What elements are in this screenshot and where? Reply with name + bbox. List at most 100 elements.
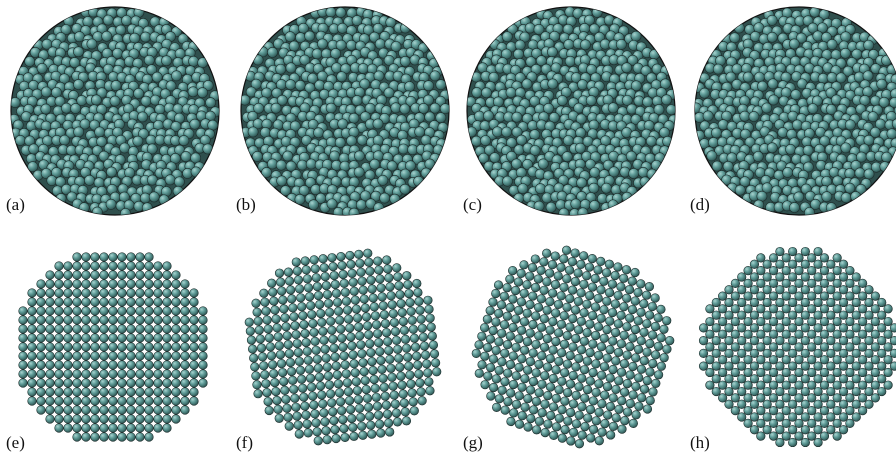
sphere	[390, 326, 401, 337]
sphere	[373, 256, 383, 266]
sphere	[331, 288, 342, 299]
sphere	[189, 297, 199, 307]
sphere	[386, 363, 396, 373]
sphere	[802, 161, 814, 173]
sphere	[319, 335, 329, 345]
sphere	[284, 348, 295, 359]
sphere	[261, 167, 272, 178]
sphere	[858, 329, 868, 339]
sphere	[775, 425, 785, 435]
sphere	[262, 388, 272, 398]
sphere	[628, 418, 638, 428]
sphere	[72, 396, 82, 406]
sphere	[800, 246, 810, 257]
sphere	[99, 270, 109, 280]
sphere	[813, 297, 823, 308]
sphere	[380, 391, 390, 401]
sphere	[639, 299, 649, 309]
sphere	[517, 325, 527, 335]
sphere	[293, 347, 303, 358]
sphere	[27, 369, 37, 379]
sphere	[749, 425, 760, 435]
sphere	[18, 315, 28, 325]
sphere	[304, 30, 316, 42]
sphere	[117, 378, 127, 388]
sphere	[480, 135, 491, 146]
sphere	[144, 315, 154, 325]
sphere	[781, 329, 791, 339]
sphere	[27, 396, 37, 406]
sphere	[537, 158, 549, 170]
sphere	[616, 310, 626, 320]
sphere	[117, 306, 127, 316]
sphere	[531, 311, 541, 321]
sphere	[582, 328, 592, 338]
sphere	[502, 283, 512, 293]
sphere	[497, 357, 507, 367]
sphere	[27, 161, 39, 173]
sphere	[426, 322, 436, 332]
sphere	[501, 126, 513, 138]
sphere	[313, 436, 323, 446]
sphere	[295, 365, 306, 375]
sphere	[171, 369, 181, 379]
sphere	[826, 323, 836, 333]
sphere	[397, 380, 407, 390]
sphere	[870, 316, 880, 327]
sphere	[548, 345, 558, 355]
sphere	[788, 246, 798, 257]
sphere	[756, 393, 766, 403]
sphere	[611, 356, 621, 366]
sphere	[516, 297, 527, 307]
sphere	[338, 414, 348, 425]
sphere	[328, 261, 338, 272]
sphere	[474, 368, 484, 378]
sphere	[81, 432, 91, 442]
sphere	[520, 345, 530, 355]
sphere	[72, 387, 82, 397]
sphere	[81, 252, 91, 262]
sphere	[807, 266, 817, 276]
sphere	[418, 332, 428, 342]
sphere	[326, 389, 336, 399]
sphere	[621, 62, 633, 74]
sphere	[299, 54, 311, 66]
sphere	[331, 361, 341, 371]
panel-label-a: (a)	[6, 195, 25, 214]
sphere	[162, 279, 172, 289]
sphere	[180, 351, 190, 361]
sphere	[536, 322, 547, 332]
sphere	[858, 367, 868, 378]
sphere	[81, 315, 91, 325]
sphere	[775, 437, 785, 448]
sphere	[45, 333, 55, 343]
sphere	[171, 270, 181, 280]
sphere	[570, 305, 581, 315]
sphere	[788, 336, 798, 346]
sphere	[590, 302, 601, 312]
sphere	[587, 254, 597, 264]
sphere	[599, 305, 609, 315]
sphere	[82, 16, 94, 27]
sphere	[890, 73, 896, 85]
sphere	[525, 356, 536, 367]
sphere	[45, 387, 55, 397]
sphere	[711, 160, 723, 172]
sphere	[251, 151, 263, 162]
sphere	[117, 324, 127, 334]
sphere	[781, 406, 791, 416]
sphere	[826, 336, 836, 346]
sphere	[891, 118, 896, 130]
sphere	[72, 315, 82, 325]
sphere	[768, 291, 779, 301]
sphere	[302, 419, 312, 429]
sphere	[813, 399, 823, 409]
sphere	[620, 416, 630, 426]
sphere	[743, 406, 753, 416]
sphere	[289, 384, 299, 394]
sphere	[336, 251, 346, 262]
sphere	[591, 416, 601, 426]
sphere	[126, 423, 136, 433]
sphere	[548, 112, 560, 123]
sphere	[180, 333, 190, 343]
